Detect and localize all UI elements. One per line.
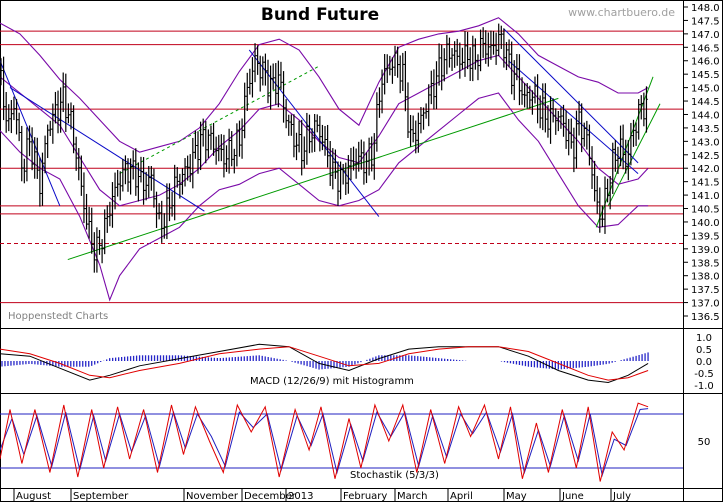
price-tick-label: 145.0	[691, 84, 720, 95]
price-tick-label: 138.0	[691, 272, 720, 283]
price-tick-label: 147.5	[691, 16, 720, 27]
price-tick-label: 147.0	[691, 30, 720, 41]
price-tick-label: 139.0	[691, 245, 720, 256]
source-label: Hoppenstedt Charts	[8, 311, 108, 322]
price-tick-label: 137.5	[691, 285, 720, 296]
month-label: July	[612, 491, 631, 502]
uptrend-trendline	[67, 97, 559, 261]
stoch-title: Stochastik (5/3/3)	[350, 470, 439, 481]
watermark: www.chartbuero.de	[568, 6, 675, 19]
price-tick-label: 137.0	[691, 299, 720, 310]
macd-tick-label: -0.5	[694, 369, 714, 380]
month-label: April	[450, 491, 473, 502]
downtrend-trendline	[9, 87, 205, 212]
month-label: March	[397, 491, 427, 502]
price-tick-label: 146.0	[691, 57, 720, 68]
price-tick-label: 145.5	[691, 70, 720, 81]
price-panel	[0, 17, 683, 304]
price-tick-label: 136.5	[691, 312, 720, 323]
price-tick-label: 146.5	[691, 43, 720, 54]
price-tick-label: 141.5	[691, 178, 720, 189]
price-tick-label: 144.0	[691, 110, 720, 121]
uptrend_dashed-trendline	[119, 65, 320, 175]
downtrend-trendline	[508, 60, 639, 174]
price-tick-label: 142.5	[691, 151, 720, 162]
month-label: August	[16, 491, 51, 502]
price-tick-label: 139.5	[691, 231, 720, 242]
month-label: December	[244, 491, 297, 502]
price-tick-label: 140.0	[691, 218, 720, 229]
chart-title: Bund Future	[261, 5, 379, 25]
price-tick-label: 143.0	[691, 137, 720, 148]
macd-tick-label: 0.5	[696, 345, 712, 356]
axes: 148.0 147.5 147.0 146.5 146.0 145.5 145.0 144.5…	[13, 3, 720, 502]
macd-tick-label: 0.0	[696, 357, 712, 368]
price-tick-label: 140.5	[691, 205, 720, 216]
stoch-k-line	[0, 402, 649, 482]
month-label: September	[73, 491, 129, 502]
uptrend-trendline	[607, 103, 661, 207]
month-label: 2013	[288, 491, 313, 502]
price-tick-label: 148.0	[691, 3, 720, 14]
price-tick-label: 138.5	[691, 258, 720, 269]
stochastic-panel: Stochastik (5/3/3)	[0, 402, 683, 482]
price-tick-label: 142.0	[691, 164, 720, 175]
bollinger-upper-band	[0, 17, 649, 153]
bollinger-lower-band	[0, 92, 649, 302]
stoch-tick-label: 50	[698, 437, 711, 448]
price-tick-label: 143.5	[691, 124, 720, 135]
macd-panel: MACD (12/26/9) mit Histogramm	[0, 343, 649, 387]
price-tick-label: 144.5	[691, 97, 720, 108]
macd-tick-label: -1.0	[694, 381, 714, 392]
signal-line	[0, 346, 649, 381]
stoch-d-line	[0, 408, 649, 478]
month-label: February	[343, 491, 387, 502]
month-label: June	[561, 491, 584, 502]
macd-title: MACD (12/26/9) mit Histogramm	[250, 376, 414, 387]
price-tick-label: 141.0	[691, 191, 720, 202]
month-label: November	[186, 491, 239, 502]
macd-tick-label: 1.0	[696, 333, 712, 344]
month-label: May	[506, 491, 527, 502]
